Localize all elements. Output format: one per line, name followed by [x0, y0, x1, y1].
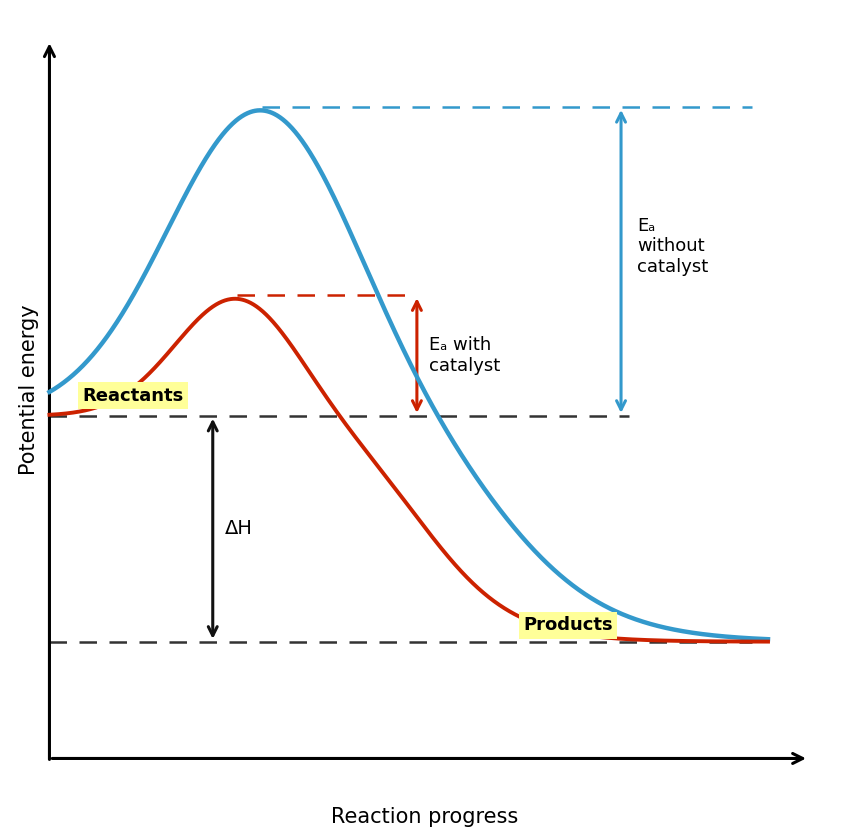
Text: Reaction progress: Reaction progress — [332, 807, 518, 827]
Text: Eₐ
without
catalyst: Eₐ without catalyst — [638, 216, 709, 277]
Text: Eₐ with
catalyst: Eₐ with catalyst — [429, 336, 501, 375]
Text: Reactants: Reactants — [82, 386, 184, 405]
Text: Potential energy: Potential energy — [19, 304, 39, 475]
Text: ΔH: ΔH — [225, 520, 253, 538]
Text: Products: Products — [523, 616, 613, 634]
